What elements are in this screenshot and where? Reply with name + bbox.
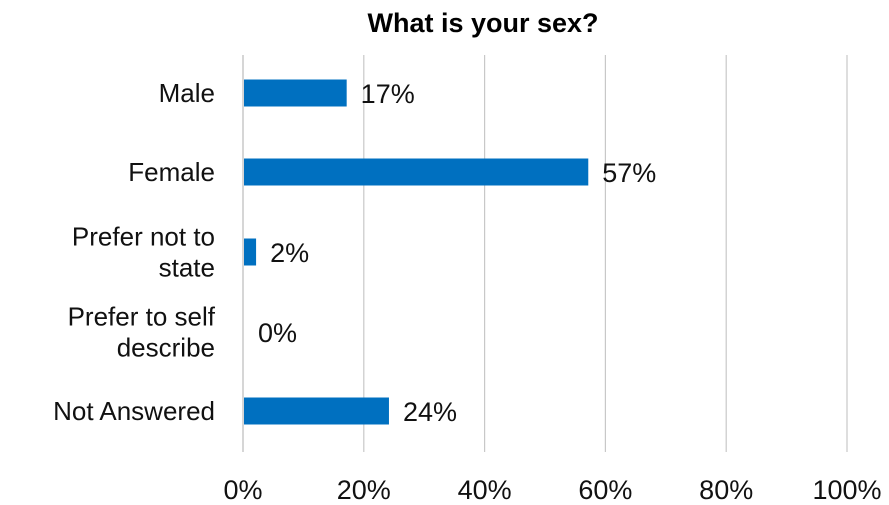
x-tick-label: 100%: [812, 475, 881, 505]
x-tick-label: 20%: [337, 475, 391, 505]
category-label: Not Answered: [53, 396, 215, 426]
data-label: 2%: [270, 238, 309, 268]
bar-prefer-not-to-state: [244, 238, 257, 266]
category-label: state: [159, 253, 215, 283]
grid-lines: [242, 55, 848, 452]
category-label: Female: [128, 157, 215, 187]
data-label: 17%: [361, 79, 415, 109]
category-label: Male: [159, 78, 215, 108]
category-label: Prefer not to: [72, 222, 215, 252]
bar-male: [244, 79, 347, 107]
data-label: 0%: [258, 318, 297, 348]
category-label: describe: [117, 333, 215, 363]
chart-title: What is your sex?: [367, 8, 598, 38]
bar-female: [244, 158, 589, 186]
x-tick-label: 0%: [223, 475, 262, 505]
category-label: Prefer to self: [68, 302, 216, 332]
x-tick-label: 60%: [578, 475, 632, 505]
x-tick-label: 80%: [699, 475, 753, 505]
x-tick-label: 40%: [458, 475, 512, 505]
bars: [244, 79, 589, 425]
bar-not-answered: [244, 397, 389, 425]
x-axis-ticks: 0% 20% 40% 60% 80% 100%: [223, 475, 881, 505]
data-label: 57%: [602, 158, 656, 188]
data-label: 24%: [403, 397, 457, 427]
data-labels: 17% 57% 2% 0% 24%: [258, 79, 656, 427]
